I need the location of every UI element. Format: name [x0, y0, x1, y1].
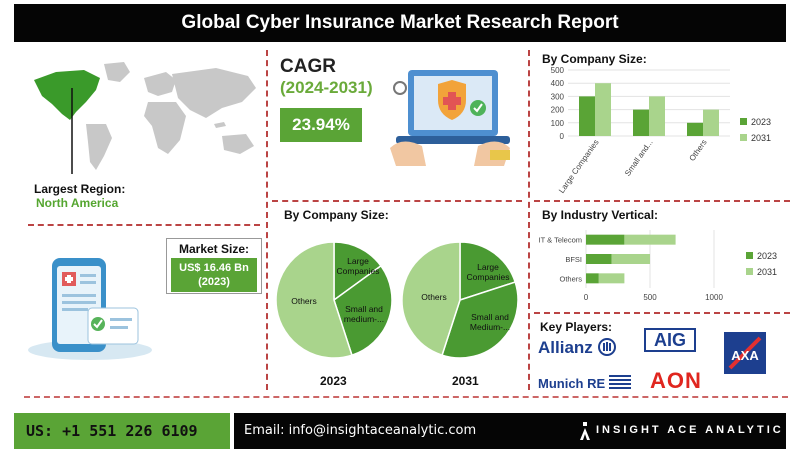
aon-logo: AON	[650, 368, 702, 393]
divider-left-horizontal	[28, 224, 260, 226]
pie-label: Others	[421, 292, 447, 302]
legend-label: 2023	[757, 251, 777, 261]
bar-2031	[703, 109, 719, 136]
y-tick-label: 0	[560, 132, 565, 141]
north-america-highlight	[34, 70, 100, 120]
divider-right-horizontal	[534, 200, 790, 202]
market-size-box: Market Size: US$ 16.46 Bn (2023)	[166, 238, 262, 294]
market-size-value: US$ 16.46 Bn (2023)	[171, 258, 257, 292]
allianz-logo-text: Allianz	[538, 338, 593, 357]
pie-slice	[275, 241, 353, 359]
y-tick-label: Others	[559, 274, 582, 283]
y-tick-label: IT & Telecom	[539, 236, 583, 245]
y-tick-label: 100	[551, 119, 565, 128]
market-size-amount: US$ 16.46 Bn	[179, 262, 249, 274]
allianz-logo: Allianz	[538, 338, 616, 358]
pie-label: Small and	[471, 312, 509, 322]
footer-email[interactable]: Email: info@insightaceanalytic.com	[244, 423, 477, 438]
legend-swatch	[740, 118, 747, 125]
legend-swatch	[746, 268, 753, 275]
footer-phone[interactable]: US: +1 551 226 6109	[14, 413, 230, 449]
largest-region-label: Largest Region:	[34, 182, 126, 196]
brand-logo-icon	[580, 422, 590, 440]
key-players-label: Key Players:	[540, 320, 613, 334]
cagr-value: 23.94%	[280, 108, 362, 142]
footer-brand: INSIGHT ACE ANALYTIC	[596, 424, 784, 436]
bar-2023	[586, 254, 612, 264]
x-tick-label: 0	[584, 293, 589, 302]
bar-2031	[598, 273, 625, 284]
bar-2023	[579, 96, 595, 136]
pie-slice	[333, 241, 382, 302]
munich-re-logo: Munich RE	[538, 374, 631, 391]
industry-vertical-title: By Industry Vertical:	[542, 208, 659, 222]
insurance-phone-illustration	[28, 258, 152, 360]
y-tick-label: 400	[551, 79, 565, 88]
pie-label: medium-...	[344, 314, 384, 324]
pie-label: Companies	[467, 272, 510, 282]
page-title: Global Cyber Insurance Market Research R…	[14, 4, 786, 42]
company-size-bar-chart: 0 100 200 300 400 500 Large Companies Small and…	[551, 66, 771, 195]
divider-right	[528, 50, 530, 390]
y-tick-label: 200	[551, 106, 565, 115]
aig-logo: AIG	[644, 328, 696, 352]
cagr-period: (2024-2031)	[280, 78, 373, 97]
pie-slice	[401, 241, 461, 357]
x-tick-label: Small and...	[623, 138, 655, 178]
pie-slice	[459, 241, 517, 302]
pie-label: Large	[477, 262, 499, 272]
divider-middle-horizontal	[272, 200, 522, 202]
divider-left	[266, 50, 268, 390]
bar-2023	[586, 234, 625, 245]
industry-vertical-bar-chart: 0 500 1000 IT & Telecom BFSI Others 2023 2031	[539, 230, 777, 302]
axa-logo: AXA	[724, 332, 766, 374]
company-size-bar-title: By Company Size:	[542, 52, 647, 66]
pie-label: Large	[347, 256, 369, 266]
bar-2031	[595, 83, 611, 136]
y-tick-label: BFSI	[565, 255, 582, 264]
cagr-label: CAGR	[280, 56, 336, 77]
divider-bottom	[24, 396, 788, 398]
pie-label: Others	[291, 296, 317, 306]
y-tick-label: 500	[551, 66, 565, 75]
x-tick-label: Large Companies	[557, 138, 601, 195]
divider-right-horizontal-2	[534, 312, 790, 314]
x-tick-label: 500	[643, 293, 657, 302]
x-tick-label: 1000	[705, 293, 723, 302]
bar-2031	[624, 234, 676, 245]
market-size-label: Market Size:	[178, 242, 250, 256]
pie-slice	[333, 264, 393, 357]
cyber-shield-illustration	[390, 70, 510, 166]
munich-re-lines-icon	[608, 375, 631, 389]
legend-swatch	[746, 252, 753, 259]
pie-label: Small and	[345, 304, 383, 314]
market-size-year: (2023)	[198, 276, 230, 288]
bar-2023	[586, 273, 599, 284]
pie-section-title: By Company Size:	[284, 208, 389, 222]
largest-region-value: North America	[36, 196, 119, 210]
munich-re-logo-text: Munich RE	[538, 376, 606, 391]
legend-label: 2031	[757, 267, 777, 277]
legend-label: 2031	[751, 133, 771, 143]
pie-label: Companies	[337, 266, 380, 276]
bar-2023	[633, 109, 649, 136]
allianz-eagle-icon	[597, 338, 616, 356]
world-map	[34, 62, 256, 174]
x-tick-label: Others	[687, 138, 708, 163]
pie-2031-year: 2031	[452, 374, 479, 388]
legend-swatch	[740, 134, 747, 141]
pie-slice	[441, 281, 519, 359]
bar-2023	[687, 122, 703, 136]
bar-2031	[611, 254, 650, 264]
legend-label: 2023	[751, 117, 771, 127]
axa-logo-text: AXA	[731, 348, 759, 363]
pie-label: Medium-...	[470, 322, 510, 332]
bar-2031	[649, 96, 665, 136]
footer-bar: Email: info@insightaceanalytic.com INSIG…	[234, 413, 786, 449]
y-tick-label: 300	[551, 92, 565, 101]
pie-2023-year: 2023	[320, 374, 347, 388]
